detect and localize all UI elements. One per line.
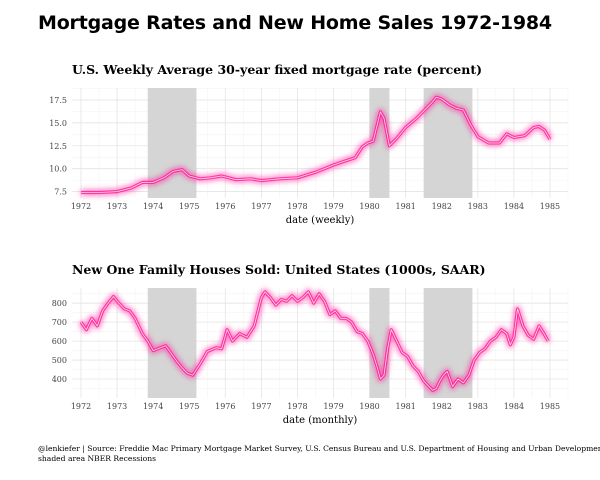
x-tick-label: 1980 xyxy=(359,202,379,211)
chart-1-title: U.S. Weekly Average 30-year fixed mortga… xyxy=(72,62,483,77)
x-tick-label: 1983 xyxy=(468,202,488,211)
x-tick-label: 1978 xyxy=(287,402,307,411)
x-tick-label: 1974 xyxy=(143,402,163,411)
x-tick-label: 1978 xyxy=(287,202,307,211)
x-tick-label: 1973 xyxy=(107,402,127,411)
series-line-core xyxy=(81,96,551,193)
y-tick-label: 15.0 xyxy=(49,119,67,128)
x-tick-label: 1984 xyxy=(504,402,524,411)
x-tick-label: 1975 xyxy=(179,402,199,411)
x-tick-label: 1979 xyxy=(323,402,343,411)
caption: @lenkiefer | Source: Freddie Mac Primary… xyxy=(38,444,600,464)
x-tick-label: 1972 xyxy=(71,402,91,411)
x-tick-label: 1985 xyxy=(540,402,560,411)
y-tick-label: 10.0 xyxy=(49,165,67,174)
caption-source: @lenkiefer | Source: Freddie Mac Primary… xyxy=(38,444,600,453)
y-tick-label: 400 xyxy=(52,375,67,384)
x-tick-label: 1981 xyxy=(395,402,415,411)
y-tick-label: 800 xyxy=(52,299,67,308)
x-tick-label: 1974 xyxy=(143,202,163,211)
x-axis-label: date (monthly) xyxy=(283,415,358,426)
x-tick-label: 1982 xyxy=(432,202,452,211)
x-tick-label: 1975 xyxy=(179,202,199,211)
chart-2-title: New One Family Houses Sold: United State… xyxy=(72,262,486,277)
y-tick-label: 12.5 xyxy=(49,142,67,151)
y-tick-label: 500 xyxy=(52,356,67,365)
x-tick-label: 1972 xyxy=(71,202,91,211)
x-tick-label: 1977 xyxy=(251,202,271,211)
x-axis-label: date (weekly) xyxy=(286,215,355,226)
x-tick-label: 1973 xyxy=(107,202,127,211)
x-tick-label: 1983 xyxy=(468,402,488,411)
y-tick-label: 17.5 xyxy=(49,96,67,105)
x-tick-label: 1985 xyxy=(540,202,560,211)
home-sales-chart: 400 500 600 700 800 1972 1973 1974 1975 1976 1977 1… xyxy=(52,288,569,426)
x-tick-label: 1980 xyxy=(359,402,379,411)
x-tick-label: 1976 xyxy=(215,402,235,411)
y-tick-label: 600 xyxy=(52,337,67,346)
x-tick-label: 1984 xyxy=(504,202,524,211)
series-line-core xyxy=(80,291,549,391)
y-tick-label: 7.5 xyxy=(54,188,67,197)
x-tick-label: 1981 xyxy=(395,202,415,211)
x-tick-label: 1977 xyxy=(251,402,271,411)
y-tick-label: 700 xyxy=(52,318,67,327)
caption-recession-note: shaded area NBER Recessions xyxy=(38,454,156,463)
recession-band-1 xyxy=(147,288,197,398)
x-tick-label: 1982 xyxy=(432,402,452,411)
mortgage-rate-chart: 7.5 10.0 12.5 15.0 17.5 1972 1973 1974 1975 1976 1… xyxy=(49,88,569,226)
x-tick-label: 1976 xyxy=(215,202,235,211)
main-title: Mortgage Rates and New Home Sales 1972-1… xyxy=(38,12,552,34)
x-tick-label: 1979 xyxy=(323,202,343,211)
